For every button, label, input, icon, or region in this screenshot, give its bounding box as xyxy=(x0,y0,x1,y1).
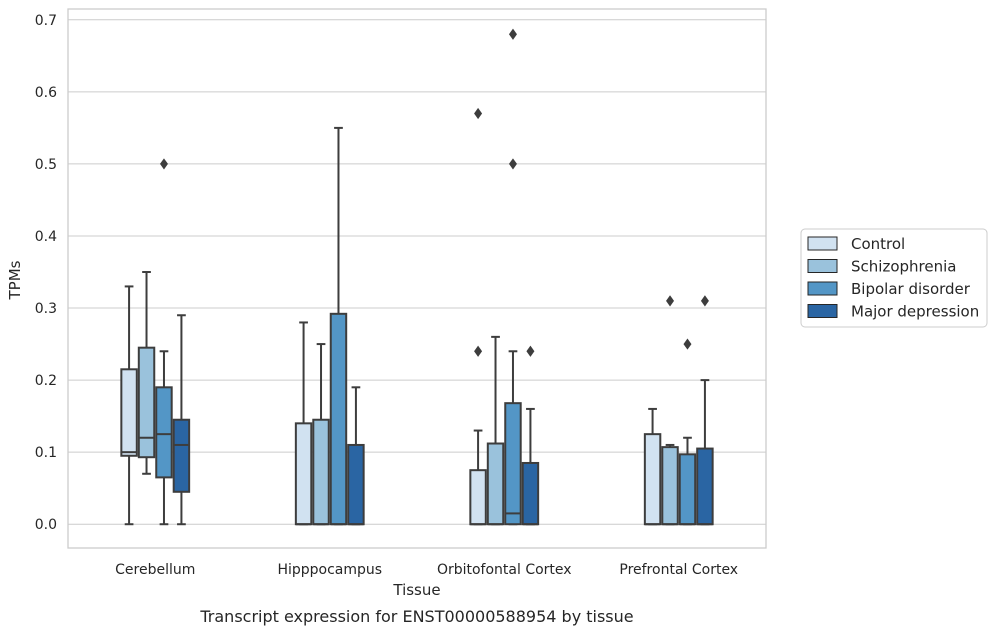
box-group xyxy=(661,443,679,526)
box xyxy=(172,418,191,493)
box-group xyxy=(294,321,313,526)
y-axis-label: TPMs xyxy=(6,260,24,300)
y-tick-label: 0.5 xyxy=(35,157,57,173)
box-group xyxy=(521,345,540,526)
outlier-point xyxy=(508,158,517,170)
legend-swatch xyxy=(807,259,838,273)
outlier-point xyxy=(474,345,483,357)
box-group xyxy=(643,407,662,526)
box-group xyxy=(469,107,487,526)
box xyxy=(294,422,313,526)
y-tick-label: 0.4 xyxy=(35,229,57,245)
legend-frame xyxy=(800,228,988,328)
outlier-point xyxy=(526,345,535,357)
y-tick-label: 0.6 xyxy=(35,85,57,101)
x-tick-label: Orbitofontal Cortex xyxy=(437,562,572,578)
outlier-point xyxy=(508,28,517,40)
box-group xyxy=(172,314,191,526)
box xyxy=(120,368,138,457)
box xyxy=(312,418,330,526)
outlier-point xyxy=(700,295,709,307)
x-axis-tick-labels: Cerebellum Hipppocampus Orbitofontal Corte… xyxy=(115,562,738,578)
y-tick-label: 0.2 xyxy=(35,373,57,389)
y-axis-tick-labels: 0.0 0.1 0.2 0.3 0.4 0.5 0.6 0.7 xyxy=(35,13,57,533)
box xyxy=(469,469,487,526)
box-group xyxy=(504,28,522,526)
legend-label: Major depression xyxy=(851,303,979,321)
legend-swatch xyxy=(807,281,838,296)
x-tick-label: Prefrontal Cortex xyxy=(619,562,738,578)
boxes xyxy=(120,28,714,526)
chart-caption: Transcript expression for ENST0000058895… xyxy=(199,607,633,626)
box-group xyxy=(347,386,365,526)
box-group xyxy=(329,126,348,526)
box-group xyxy=(312,343,330,526)
legend-swatch xyxy=(807,236,838,251)
box-group xyxy=(486,335,505,526)
plot-frame xyxy=(67,8,767,549)
box-group xyxy=(120,285,138,526)
legend-swatch xyxy=(807,304,838,318)
box-group xyxy=(696,295,714,526)
box-group xyxy=(137,271,156,475)
x-tick-label: Cerebellum xyxy=(115,562,195,578)
legend-label: Schizophrenia xyxy=(851,258,956,276)
legend-label: Bipolar disorder xyxy=(851,280,971,298)
box xyxy=(347,443,365,526)
box xyxy=(504,402,522,526)
outlier-point xyxy=(666,295,675,307)
y-tick-label: 0.1 xyxy=(35,445,57,461)
box-group xyxy=(155,158,173,526)
box xyxy=(661,446,679,526)
outlier-point xyxy=(683,338,692,350)
x-axis-label: Tissue xyxy=(392,581,440,599)
box xyxy=(486,442,505,526)
legend-label: Control xyxy=(851,235,905,253)
legend: Control Schizophrenia Bipolar disorder Majo… xyxy=(800,228,988,328)
box xyxy=(643,433,662,526)
box xyxy=(155,386,173,479)
plot-border xyxy=(67,8,767,549)
box xyxy=(329,312,348,526)
box xyxy=(678,453,697,526)
box xyxy=(696,447,714,526)
box-group xyxy=(678,338,697,526)
outlier-point xyxy=(474,107,483,120)
box xyxy=(521,461,540,526)
x-tick-label: Hipppocampus xyxy=(277,562,382,578)
outlier-point xyxy=(159,158,168,170)
y-tick-label: 0.0 xyxy=(35,517,57,533)
y-tick-label: 0.7 xyxy=(35,13,57,29)
box xyxy=(137,346,156,459)
y-tick-label: 0.3 xyxy=(35,301,57,317)
